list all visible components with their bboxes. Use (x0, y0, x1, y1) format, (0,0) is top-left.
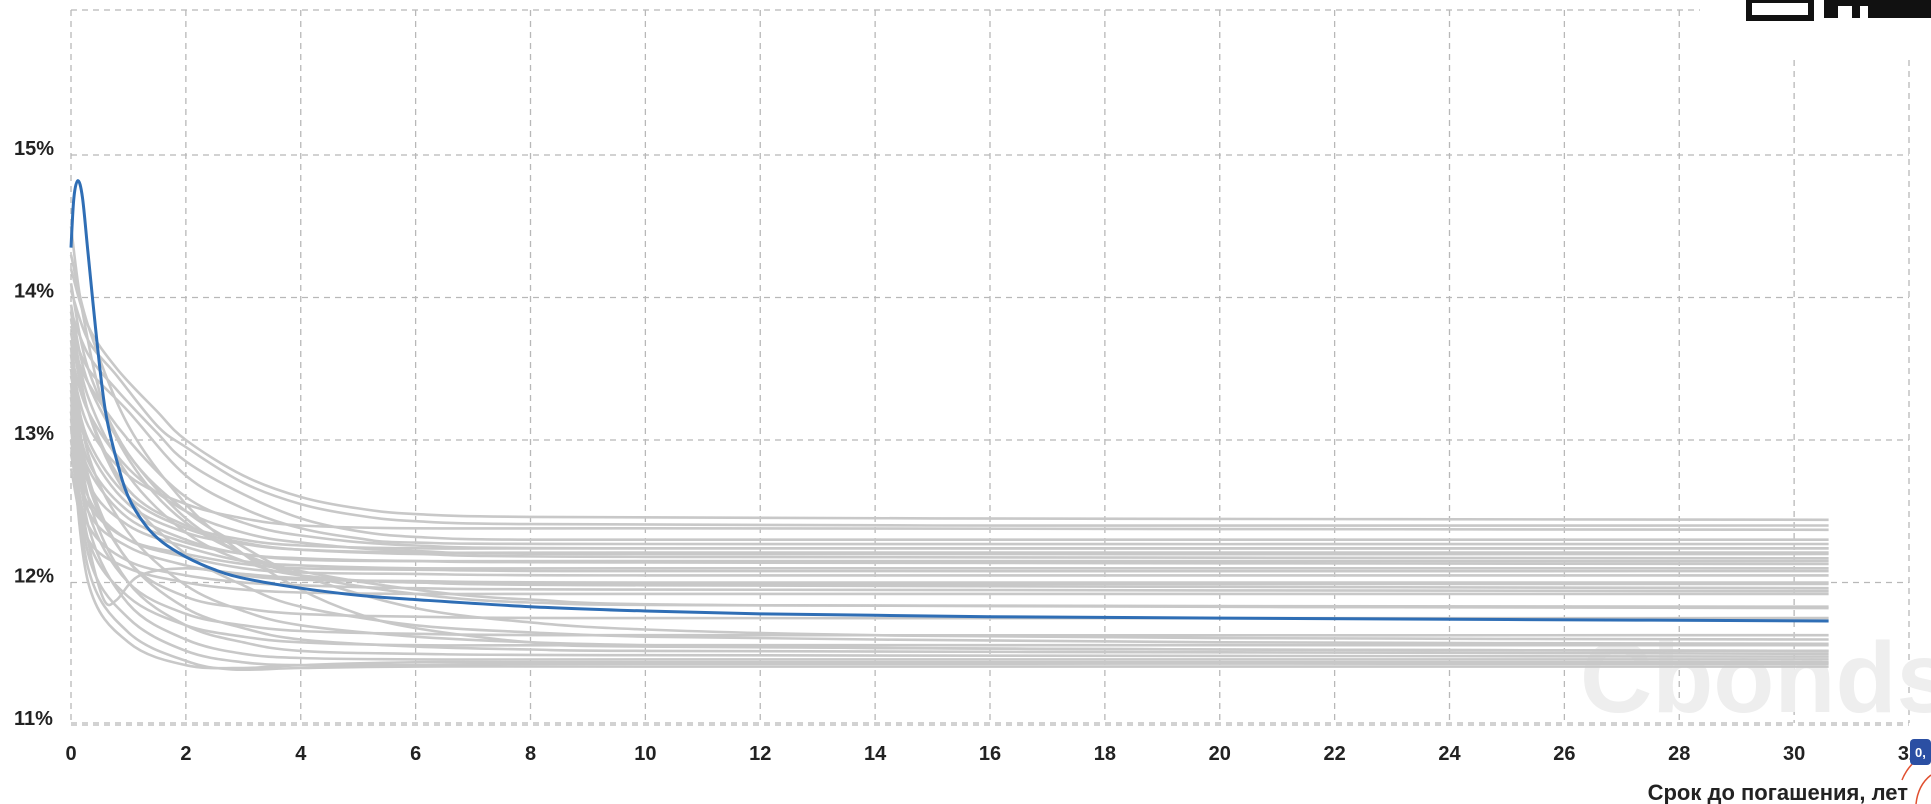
series-line (69, 396, 1829, 570)
x-tick-label: 28 (1668, 743, 1690, 765)
x-tick-label: 16 (979, 743, 1001, 765)
y-tick-label: 12% (14, 566, 54, 588)
series-line (69, 468, 1829, 596)
watermark: Cbonds (1580, 622, 1931, 734)
x-tick-label: 14 (864, 743, 887, 765)
series-line-highlight (69, 179, 1829, 623)
x-axis-label: Срок до погашения, лет (1648, 780, 1909, 804)
x-tick-label: 22 (1324, 743, 1346, 765)
x-tick-label: 26 (1553, 743, 1575, 765)
x-tick-label: 10 (634, 743, 656, 765)
x-tick-label: 4 (295, 743, 307, 765)
x-tick-label: 0 (65, 743, 76, 765)
y-tick-label: 13% (14, 423, 54, 445)
series-line (69, 404, 1829, 563)
corner-badge-label: 0, (1915, 745, 1926, 760)
series-line (69, 375, 1829, 555)
series-line (69, 411, 1829, 672)
series-line (69, 397, 1829, 667)
series-line (69, 304, 1829, 608)
series-line (69, 289, 1829, 527)
y-tick-label: 11% (14, 708, 53, 730)
x-tick-label: 12 (749, 743, 771, 765)
x-tick-label: 24 (1438, 743, 1461, 765)
series-line (69, 318, 1829, 586)
series-line (69, 418, 1829, 647)
series-layer (69, 179, 1829, 672)
series-line (69, 354, 1829, 556)
series-line (69, 439, 1829, 607)
series-line (69, 325, 1829, 546)
series-line (69, 311, 1829, 646)
corner-widget-icon[interactable] (1746, 0, 1931, 21)
x-tick-label: 6 (410, 743, 421, 765)
x-axis: 0 2 4 6 8 10 12 14 16 18 20 22 24 26 28 30 32 (65, 743, 1920, 765)
series-line (69, 425, 1829, 670)
corner-badge[interactable]: 0, (1901, 739, 1931, 804)
series-line (69, 311, 1829, 542)
series-line (69, 254, 1829, 653)
x-tick-label: 30 (1783, 743, 1805, 765)
x-tick-label: 18 (1094, 743, 1116, 765)
series-line (69, 268, 1829, 522)
series-line (69, 368, 1829, 658)
series-line (69, 446, 1829, 573)
series-line (69, 389, 1829, 637)
y-axis: 11% 12% 13% 14% 15% (14, 138, 54, 730)
x-tick-label: 20 (1209, 743, 1231, 765)
y-tick-label: 15% (14, 138, 54, 160)
x-tick-label: 2 (180, 743, 191, 765)
x-tick-label: 8 (525, 743, 536, 765)
y-tick-label: 14% (14, 281, 54, 303)
series-line (69, 361, 1829, 532)
